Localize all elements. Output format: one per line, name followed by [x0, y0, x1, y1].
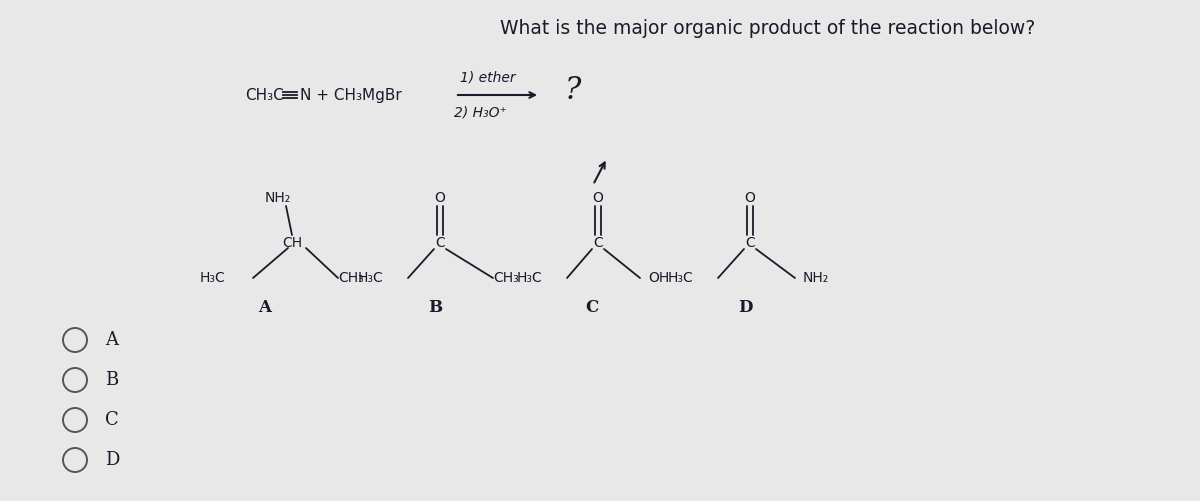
Text: NH₂: NH₂ — [803, 271, 829, 285]
Text: OH: OH — [648, 271, 670, 285]
Text: C: C — [436, 236, 445, 250]
Text: B: B — [428, 300, 442, 317]
Text: C: C — [586, 300, 599, 317]
Text: 2) H₃O⁺: 2) H₃O⁺ — [454, 105, 506, 119]
Text: O: O — [434, 191, 445, 205]
Text: H₃C: H₃C — [199, 271, 226, 285]
Text: H₃C: H₃C — [358, 271, 383, 285]
Text: N + CH₃MgBr: N + CH₃MgBr — [300, 88, 402, 103]
Text: O: O — [593, 191, 604, 205]
Text: NH₂: NH₂ — [265, 191, 292, 205]
Text: ?: ? — [565, 75, 581, 106]
Text: CH₃: CH₃ — [493, 271, 518, 285]
Text: H₃C: H₃C — [667, 271, 694, 285]
Text: B: B — [106, 371, 119, 389]
Text: What is the major organic product of the reaction below?: What is the major organic product of the… — [500, 19, 1036, 38]
Text: A: A — [106, 331, 118, 349]
Text: C: C — [593, 236, 602, 250]
Text: CH: CH — [282, 236, 302, 250]
Text: D: D — [738, 300, 752, 317]
Text: D: D — [106, 451, 119, 469]
Text: CH₃C: CH₃C — [245, 88, 283, 103]
Text: CH₃: CH₃ — [338, 271, 364, 285]
Text: C: C — [106, 411, 119, 429]
Text: A: A — [258, 300, 271, 317]
Text: H₃C: H₃C — [516, 271, 542, 285]
Text: O: O — [744, 191, 756, 205]
Text: C: C — [745, 236, 755, 250]
Text: 1) ether: 1) ether — [460, 70, 516, 84]
